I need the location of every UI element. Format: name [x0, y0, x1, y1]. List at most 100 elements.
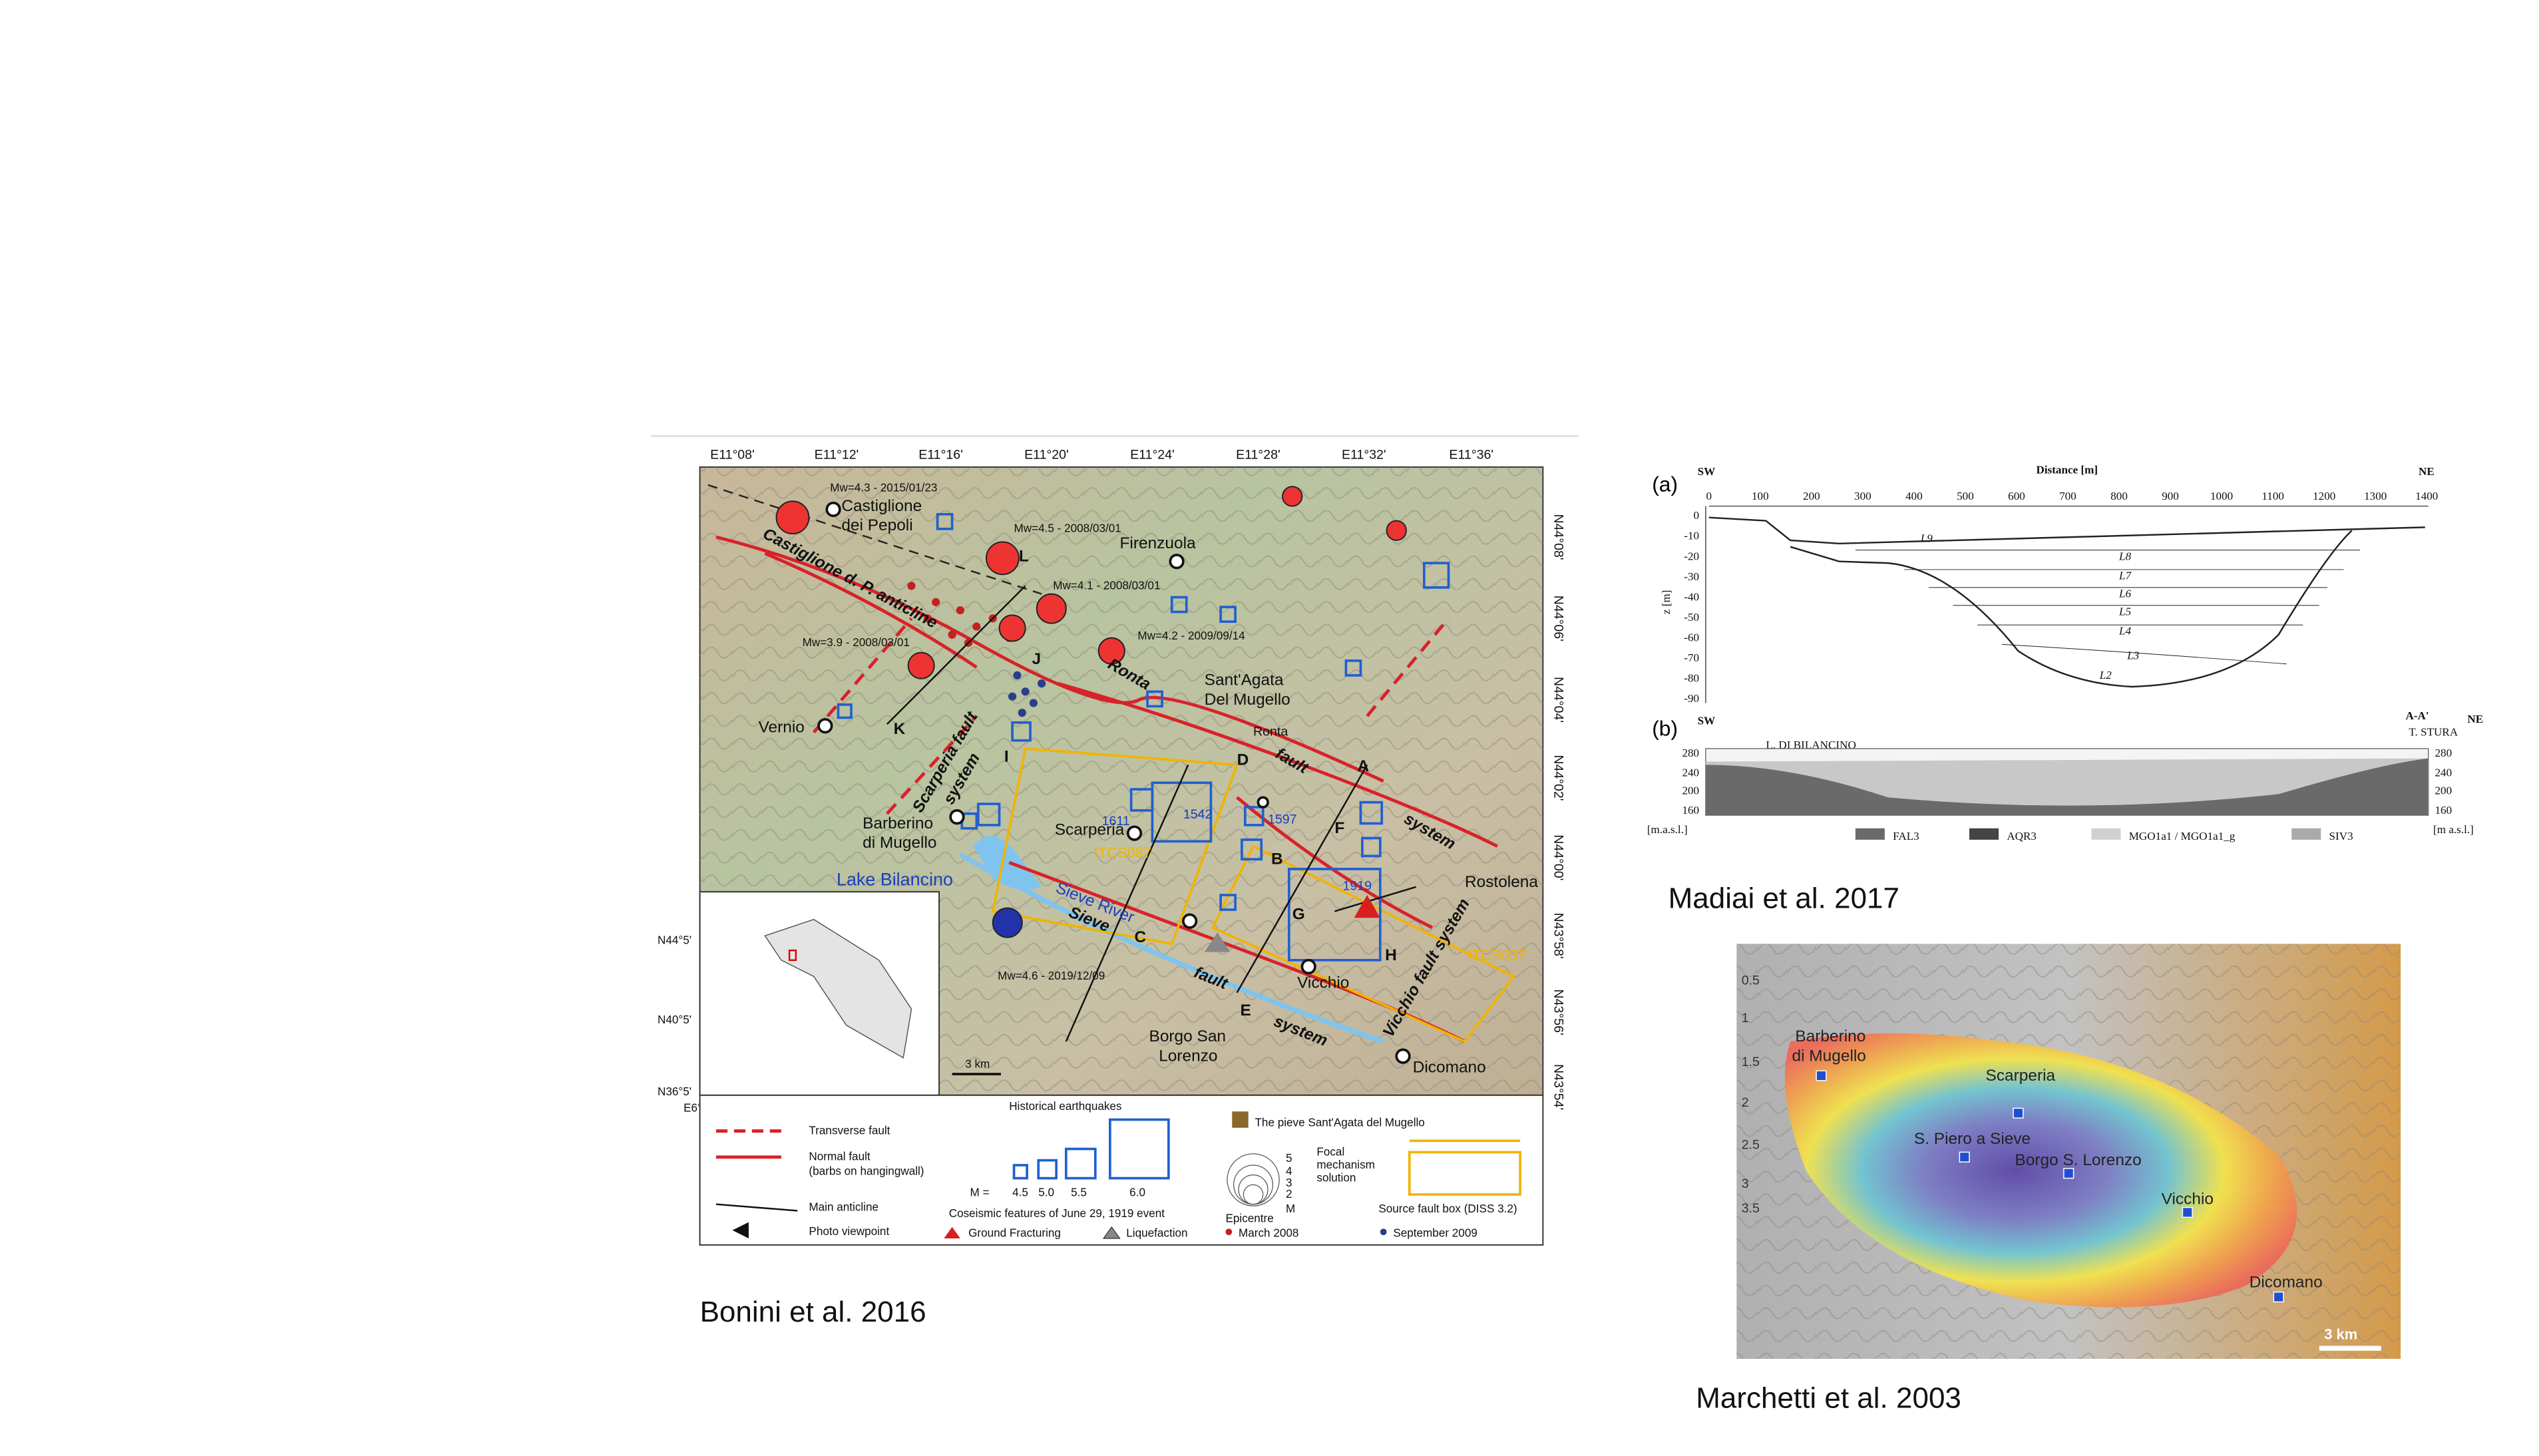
place-label: di Mugello	[863, 834, 936, 852]
section-letter: F	[1334, 819, 1344, 837]
place-label: Barberino	[1795, 1027, 1865, 1045]
legend-text: Liquefaction	[1126, 1227, 1187, 1240]
direction: NE	[2419, 465, 2435, 478]
elev-tick: 200	[1682, 784, 1699, 797]
layer-label: L6	[2118, 588, 2132, 600]
unit-area	[1705, 758, 2429, 816]
elev-tick: 280	[1682, 747, 1699, 759]
y-tick: 3	[1742, 1177, 1749, 1191]
legend-text: FAL3	[1893, 830, 1919, 842]
legend-symbol	[1408, 1151, 1521, 1196]
year-label: 1542	[1183, 807, 1212, 822]
place-label: Ronta	[1253, 724, 1288, 739]
section-letter: H	[1385, 946, 1397, 964]
y-tick: 0.5	[1742, 974, 1760, 988]
direction: SW	[1698, 465, 1716, 478]
elev-tick: 160	[1682, 804, 1699, 817]
place-label: Firenzuola	[1120, 534, 1197, 552]
legend-swatch	[2291, 828, 2321, 840]
section-letter: G	[1292, 906, 1305, 924]
lat-tick: N44°04'	[1551, 677, 1565, 723]
place-label: Borgo S. Lorenzo	[2015, 1151, 2142, 1169]
distance-tick: 300	[1854, 490, 1871, 502]
place-label: Scarperia	[1986, 1067, 2056, 1085]
legend-text: 5.0	[1038, 1186, 1054, 1198]
elev-tick: 280	[2435, 747, 2452, 759]
section-letter: E	[1240, 1001, 1251, 1019]
caption: Marchetti et al. 2003	[1696, 1381, 1961, 1414]
layer-label: L3	[2126, 649, 2139, 661]
lat-tick: N43°58'	[1551, 913, 1565, 959]
legend-symbol	[1380, 1228, 1387, 1236]
lon-tick: E11°24'	[1130, 448, 1175, 462]
axis-title: z [m]	[1660, 590, 1672, 615]
elev-tick: 240	[2435, 767, 2452, 779]
layer-label: L5	[2118, 605, 2132, 618]
distance-tick: 1000	[2210, 490, 2233, 502]
place-label: Del Mugello	[1205, 691, 1290, 709]
direction: SW	[1698, 714, 1716, 727]
section-letter: B	[1271, 850, 1283, 868]
scale-label: 3 km	[965, 1057, 990, 1070]
z-tick: 0	[1694, 509, 1700, 522]
inset-lat: N36°5'	[658, 1085, 691, 1098]
focal-mechanisms	[775, 486, 1407, 938]
lat-tick: N44°00'	[1551, 834, 1565, 880]
layer-label: L2	[2099, 669, 2112, 681]
layer-boundaries	[1708, 516, 2425, 688]
lon-tick: E11°16'	[918, 448, 963, 462]
town-markers	[1816, 1070, 2284, 1303]
distance-tick: 100	[1752, 490, 1769, 502]
z-tick: -10	[1684, 530, 1699, 542]
bonini-figure: E11°08' E11°12' E11°16' E11°20' E11°24' …	[651, 435, 1579, 1328]
place-label: Dicomano	[2249, 1273, 2323, 1291]
place-label: T. STURA	[2409, 725, 2458, 738]
lat-tick: N44°08'	[1551, 514, 1565, 560]
lon-tick: E11°32'	[1342, 448, 1386, 462]
caption: Bonini et al. 2016	[700, 1296, 926, 1328]
inset-frame	[699, 891, 940, 1096]
legend-text: Focal	[1316, 1145, 1344, 1158]
legend-text: 4	[1286, 1165, 1292, 1178]
legend-text: 3	[1286, 1177, 1292, 1189]
faults	[715, 535, 1498, 1043]
madiai-figure: (a) SW NE Distance [m] 0 100 200 300 400…	[1647, 464, 2483, 915]
distance-tick: 400	[1905, 490, 1923, 502]
place-label: L. DI BILANCINO	[1766, 739, 1855, 751]
section-letter: K	[894, 720, 906, 738]
caption: Madiai et al. 2017	[1668, 882, 1899, 915]
legend-text: Transverse fault	[809, 1125, 890, 1137]
y-tick: 1	[1742, 1011, 1749, 1025]
liquefaction	[1204, 932, 1231, 952]
legend-text: Main anticline	[809, 1200, 879, 1213]
distance-tick: 1300	[2364, 490, 2387, 502]
legend-text: Historical earthquakes	[1009, 1100, 1121, 1113]
event-label: Mw=4.6 - 2019/12/09	[998, 970, 1105, 982]
layer-label: L9	[1920, 532, 1933, 544]
epicentres-2009	[1008, 671, 1046, 717]
distance-tick: 1200	[2313, 490, 2335, 502]
layer-label: L8	[2118, 550, 2132, 562]
direction: NE	[2467, 713, 2483, 725]
y-tick: 2	[1742, 1095, 1749, 1110]
legend-text: Photo viewpoint	[809, 1225, 889, 1238]
distance-tick: 200	[1803, 490, 1820, 502]
legend-text: Normal fault	[809, 1151, 870, 1163]
section-letter: C	[1135, 928, 1147, 946]
legend-text: 6.0	[1129, 1186, 1145, 1198]
legend-text: M =	[970, 1186, 990, 1198]
elev-tick: 160	[2435, 804, 2452, 817]
place-label: Scarperia	[1055, 821, 1125, 839]
place-label: Vernio	[759, 718, 805, 736]
legend-text: 5.5	[1071, 1186, 1087, 1198]
legend-symbol	[1232, 1111, 1249, 1128]
elev-tick: 240	[1682, 767, 1699, 779]
z-tick: -30	[1684, 570, 1699, 583]
source-label: ITCS037	[1468, 947, 1526, 964]
distance-tick: 1400	[2415, 490, 2438, 502]
marchetti-figure: 0.5 1 1.5 2 2.5 3 3.5 Barberino di Mugel…	[1696, 944, 2401, 1414]
transverse-faults	[812, 617, 1450, 815]
legend-text: The pieve Sant'Agata del Mugello	[1255, 1116, 1424, 1129]
